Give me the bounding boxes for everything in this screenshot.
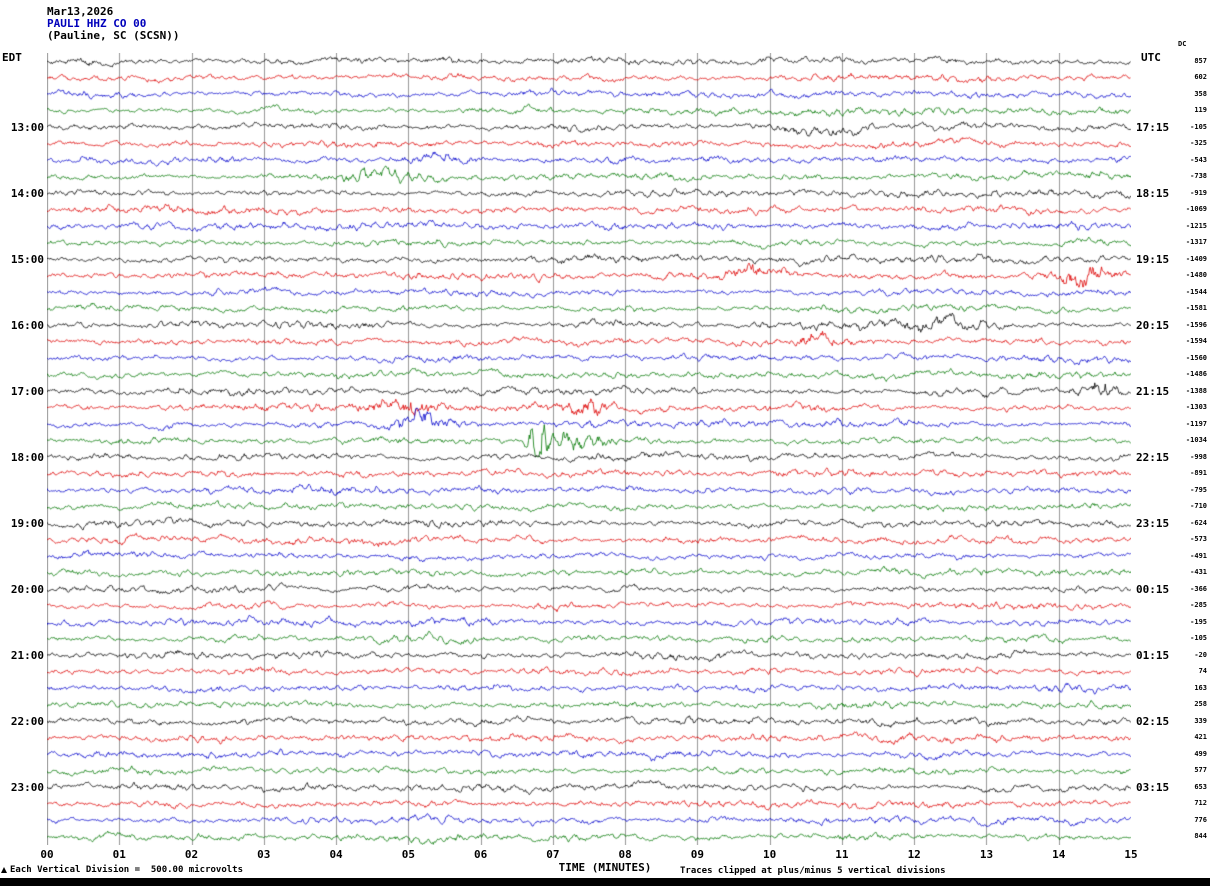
dc-value: -710 [1190, 502, 1207, 511]
left-time-label: 17:00 [10, 384, 44, 398]
dc-value: 653 [1194, 782, 1207, 791]
x-tick-label: 06 [473, 848, 488, 861]
dc-value: -1560 [1185, 353, 1207, 362]
x-tick-label: 07 [546, 848, 560, 861]
dc-value: -1388 [1185, 386, 1207, 395]
right-time-label: 19:15 [1136, 252, 1170, 266]
dc-value: 776 [1194, 815, 1207, 824]
left-time-label: 18:00 [10, 450, 44, 464]
right-time-label: 22:15 [1136, 450, 1170, 464]
header-date: Mar13,2026 [47, 5, 114, 18]
dc-value: -1480 [1185, 271, 1207, 280]
dc-value: 74 [1198, 667, 1207, 676]
dc-value: -919 [1190, 188, 1207, 197]
dc-value: -105 [1190, 122, 1207, 131]
dc-value: -891 [1190, 469, 1207, 478]
dc-value: -1303 [1185, 403, 1207, 412]
dc-value: 421 [1194, 733, 1207, 742]
right-timezone-header: UTC [1141, 51, 1161, 64]
right-time-label: 23:15 [1136, 516, 1170, 530]
x-tick-label: 14 [1052, 848, 1066, 861]
dc-value: -1486 [1185, 370, 1207, 379]
x-tick-label: 11 [835, 848, 849, 861]
dc-value: -1034 [1185, 436, 1207, 445]
dc-value: -998 [1190, 452, 1207, 461]
dc-value: -1596 [1185, 320, 1207, 329]
right-time-label: 01:15 [1136, 648, 1170, 662]
vertical-division-note: Each Vertical Division = 500.00 microvol… [10, 865, 243, 875]
dc-value: 339 [1194, 716, 1207, 725]
dc-value: 163 [1194, 683, 1207, 692]
x-tick-label: 10 [763, 848, 777, 861]
dc-value: -1544 [1185, 287, 1207, 296]
seismogram-traces-canvas [47, 53, 1131, 845]
right-time-label: 00:15 [1136, 582, 1170, 596]
x-tick-label: 08 [618, 848, 632, 861]
x-tick-label: 13 [979, 848, 994, 861]
dc-value: -195 [1190, 617, 1207, 626]
dc-value: -543 [1190, 155, 1207, 164]
dc-value: -325 [1190, 139, 1207, 148]
dc-value: 358 [1194, 89, 1207, 98]
x-tick-label: 03 [257, 848, 271, 861]
right-time-label: 20:15 [1136, 318, 1170, 332]
left-timezone-header: EDT [2, 51, 22, 64]
x-tick-label: 09 [690, 848, 705, 861]
dc-value: -1581 [1185, 304, 1207, 313]
dc-value: -491 [1190, 551, 1207, 560]
x-tick-label: 15 [1124, 848, 1138, 861]
dc-value: -285 [1190, 601, 1207, 610]
left-time-label: 13:00 [10, 120, 44, 134]
dc-value: -1594 [1185, 337, 1207, 346]
dc-value: 499 [1194, 749, 1207, 758]
left-time-label: 15:00 [10, 252, 44, 266]
dc-value: -1197 [1185, 419, 1207, 428]
dc-value: -573 [1190, 535, 1207, 544]
x-tick-label: 04 [329, 848, 343, 861]
x-tick-label: 00 [40, 848, 54, 861]
dc-value: 602 [1194, 73, 1207, 82]
left-time-label: 21:00 [10, 648, 44, 662]
dc-value: 844 [1194, 832, 1207, 841]
x-tick-label: 12 [907, 848, 921, 861]
dc-value: -624 [1190, 518, 1207, 527]
right-time-label: 03:15 [1136, 780, 1170, 794]
x-tick-label: 05 [401, 848, 415, 861]
x-tick-label: 01 [112, 848, 126, 861]
dc-value: -431 [1190, 568, 1207, 577]
right-time-label: 02:15 [1136, 714, 1170, 728]
clipping-note: Traces clipped at plus/minus 5 vertical … [680, 866, 946, 876]
dc-value: -1069 [1185, 205, 1207, 214]
scale-marker-icon [1, 867, 7, 873]
dc-column-header: DC [1178, 40, 1187, 48]
dc-value: 712 [1194, 799, 1207, 808]
header-station: PAULI HHZ CO 00 [47, 17, 147, 30]
right-time-label: 18:15 [1136, 186, 1170, 200]
dc-value: 857 [1194, 56, 1207, 65]
dc-value: -105 [1190, 634, 1207, 643]
header-location: (Pauline, SC (SCSN)) [47, 29, 180, 42]
dc-value: -1215 [1185, 221, 1207, 230]
dc-value: -795 [1190, 485, 1207, 494]
dc-value: 119 [1194, 106, 1207, 115]
left-time-label: 23:00 [10, 780, 44, 794]
dc-value: -1409 [1185, 254, 1207, 263]
left-time-label: 22:00 [10, 714, 44, 728]
right-time-label: 17:15 [1136, 120, 1170, 134]
dc-value: -738 [1190, 172, 1207, 181]
dc-value: 258 [1194, 700, 1207, 709]
left-time-label: 14:00 [10, 186, 44, 200]
x-tick-label: 02 [184, 848, 199, 861]
left-time-label: 16:00 [10, 318, 44, 332]
x-axis-title: TIME (MINUTES) [558, 861, 652, 874]
left-time-label: 20:00 [10, 582, 44, 596]
dc-value: -366 [1190, 584, 1207, 593]
right-time-label: 21:15 [1136, 384, 1170, 398]
left-time-label: 19:00 [10, 516, 44, 530]
dc-value: 577 [1194, 766, 1207, 775]
bottom-bar [0, 878, 1210, 886]
dc-value: -1317 [1185, 238, 1207, 247]
dc-value: -20 [1194, 650, 1207, 659]
